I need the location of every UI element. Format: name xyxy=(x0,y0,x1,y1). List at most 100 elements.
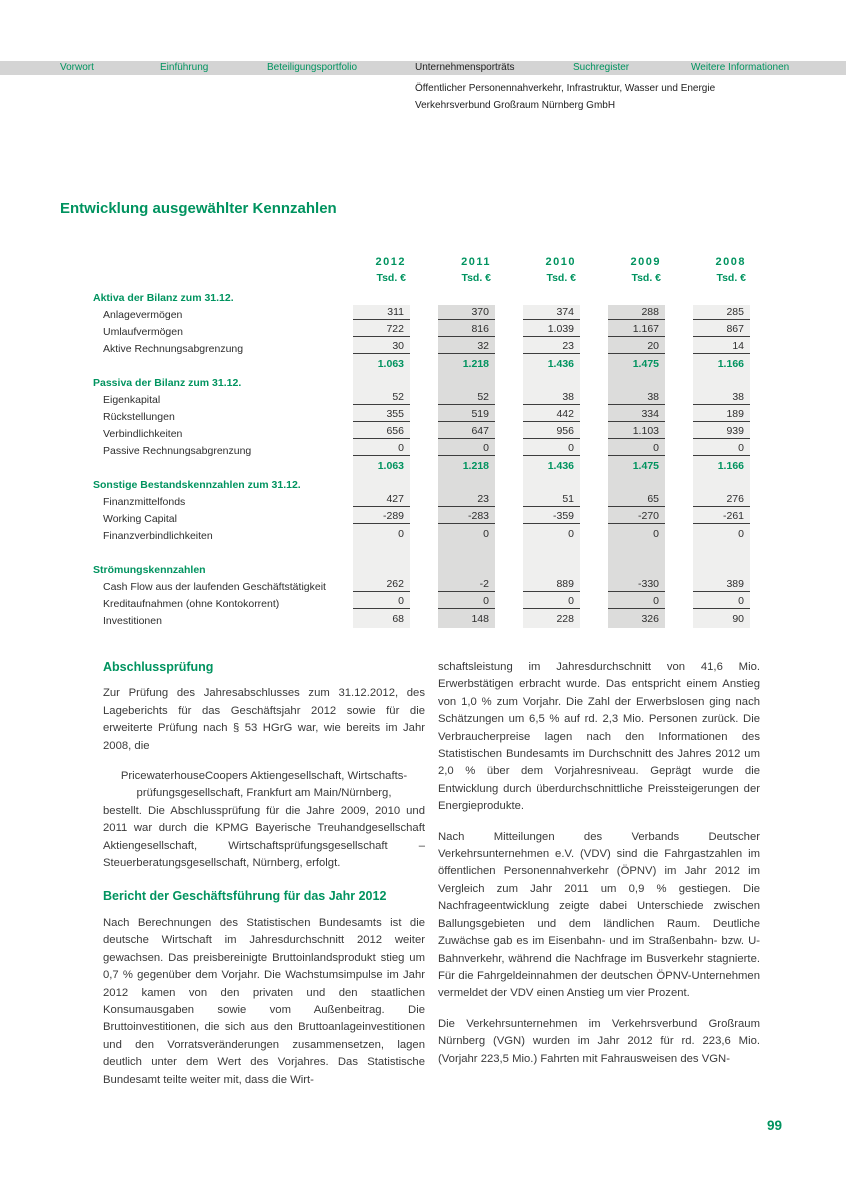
value-cell: 0 xyxy=(438,594,495,611)
unit-label: Tsd. € xyxy=(376,272,406,284)
row-label: Finanzmittelfonds xyxy=(103,496,186,508)
value-cell xyxy=(693,475,750,492)
value-cell: 889 xyxy=(523,577,580,594)
value-cell: 0 xyxy=(608,594,665,611)
value-cell: 0 xyxy=(523,594,580,611)
value-cell: 0 xyxy=(608,526,665,543)
value-cell xyxy=(693,543,750,560)
value-cell: -2 xyxy=(438,577,495,594)
value-cell: 389 xyxy=(693,577,750,594)
value-cell: 262 xyxy=(353,577,410,594)
subtitle-line-1: Öffentlicher Personennahverkehr, Infrast… xyxy=(415,83,716,94)
year-header: 2009 xyxy=(630,256,661,268)
value-cell: 23 xyxy=(438,492,495,509)
value-cell xyxy=(693,560,750,577)
value-cell xyxy=(438,543,495,560)
value-cell: 0 xyxy=(693,594,750,611)
value-cell: 1.166 xyxy=(693,458,750,475)
value-cell: 1.039 xyxy=(523,322,580,339)
value-cell: 0 xyxy=(353,441,410,458)
value-cell: 0 xyxy=(693,526,750,543)
value-cell: 956 xyxy=(523,424,580,441)
value-cell: -330 xyxy=(608,577,665,594)
value-cell: 20 xyxy=(608,339,665,356)
value-cell: 1.436 xyxy=(523,458,580,475)
article-paragraph: bestellt. Die Abschlussprüfung für die J… xyxy=(103,804,425,870)
value-cell: 52 xyxy=(353,390,410,407)
row-label: Eigenkapital xyxy=(103,394,161,406)
value-cell: 14 xyxy=(693,339,750,356)
unit-label: Tsd. € xyxy=(631,272,661,284)
value-cell: 427 xyxy=(353,492,410,509)
financial-table: 2012 2011 2010 2009 2008 Tsd. € Tsd. € Tsd. € Ts… xyxy=(93,254,750,628)
nav-item-vorwort[interactable]: Vorwort xyxy=(60,62,94,73)
value-cell: 32 xyxy=(438,339,495,356)
row-label: Rückstellungen xyxy=(103,411,175,423)
row-label: Umlaufvermögen xyxy=(103,326,183,338)
top-nav: Vorwort Einführung Beteiligungsportfolio Un… xyxy=(0,61,846,75)
nav-item-suchregister[interactable]: Suchregister xyxy=(573,62,630,73)
row-label: Passive Rechnungsabgrenzung xyxy=(103,445,252,457)
article-area: Abschlussprüfung Zur Prüfung des Jahresab… xyxy=(103,659,760,1102)
nav-item-einf-hrung[interactable]: Einführung xyxy=(160,62,209,73)
value-cell: 65 xyxy=(608,492,665,509)
value-cell: 30 xyxy=(353,339,410,356)
value-cell: 370 xyxy=(438,305,495,322)
value-cell xyxy=(353,543,410,560)
row-label: Kreditaufnahmen (ohne Kontokorrent) xyxy=(103,598,280,610)
value-cell xyxy=(608,475,665,492)
article-column-left: Abschlussprüfung Zur Prüfung des Jahresab… xyxy=(103,659,425,1102)
value-cell: 51 xyxy=(523,492,580,509)
row-label: Finanzverbindlichkeiten xyxy=(103,530,213,542)
value-cell xyxy=(523,288,580,305)
year-header: 2010 xyxy=(545,256,576,268)
row-label: Investitionen xyxy=(103,615,162,627)
value-cell: 68 xyxy=(353,611,410,628)
value-cell: 189 xyxy=(693,407,750,424)
value-cell: 1.475 xyxy=(608,458,665,475)
value-cell: 1.063 xyxy=(353,458,410,475)
value-cell: 0 xyxy=(438,441,495,458)
value-cell: 519 xyxy=(438,407,495,424)
value-cell: 326 xyxy=(608,611,665,628)
row-label: Verbindlichkeiten xyxy=(103,428,183,440)
value-cell: 285 xyxy=(693,305,750,322)
value-cell: -261 xyxy=(693,509,750,526)
value-cell xyxy=(608,288,665,305)
value-cell xyxy=(438,373,495,390)
value-cell xyxy=(353,475,410,492)
year-header: 2008 xyxy=(715,256,746,268)
value-cell xyxy=(438,475,495,492)
value-cell: -270 xyxy=(608,509,665,526)
value-cell: 0 xyxy=(523,526,580,543)
year-header: 2011 xyxy=(461,256,491,268)
value-cell: 374 xyxy=(523,305,580,322)
value-cell: 0 xyxy=(353,526,410,543)
unit-label: Tsd. € xyxy=(461,272,491,284)
page-title: Entwicklung ausgewählter Kennzahlen xyxy=(60,200,337,217)
article-heading: Abschlussprüfung xyxy=(103,660,214,674)
nav-item-weitere-informationen[interactable]: Weitere Informationen xyxy=(691,62,790,73)
value-cell: 867 xyxy=(693,322,750,339)
value-cell: -289 xyxy=(353,509,410,526)
value-cell xyxy=(523,543,580,560)
section-label: Strömungskennzahlen xyxy=(93,564,206,576)
row-label: Working Capital xyxy=(103,513,177,525)
value-cell xyxy=(438,288,495,305)
value-cell: 355 xyxy=(353,407,410,424)
nav-item-beteiligungsportfolio[interactable]: Beteiligungsportfolio xyxy=(267,62,358,73)
value-cell: 1.475 xyxy=(608,356,665,373)
value-cell: 0 xyxy=(693,441,750,458)
page-subtitle: Öffentlicher Personennahverkehr, Infrast… xyxy=(415,80,715,114)
nav-item-unternehmensportr-ts[interactable]: Unternehmensporträts xyxy=(415,62,515,73)
value-cell xyxy=(523,475,580,492)
value-cell xyxy=(693,373,750,390)
article-paragraph: Zur Prüfung des Jahresabschlusses zum 31… xyxy=(103,687,425,752)
value-cell: 656 xyxy=(353,424,410,441)
value-cell xyxy=(608,543,665,560)
value-cell: 1.166 xyxy=(693,356,750,373)
value-cell xyxy=(523,560,580,577)
article-paragraph: Die Verkehrsunternehmen im Verkehrsverbu… xyxy=(438,1017,760,1065)
article-heading: Bericht der Geschäftsführung für das Jah… xyxy=(103,889,387,904)
